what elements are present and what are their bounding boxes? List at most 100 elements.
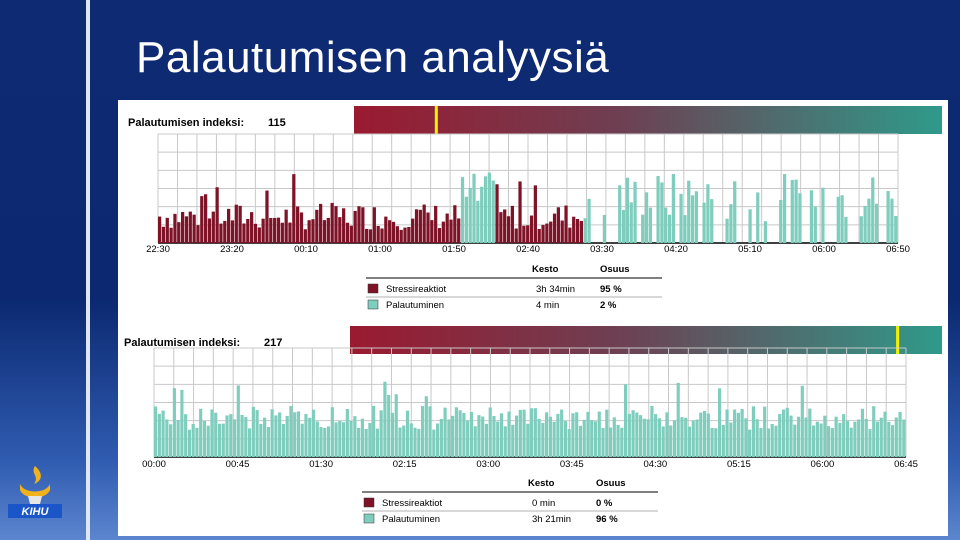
bar [345,409,349,457]
bar [499,413,504,457]
logo-text: KIHU [22,506,50,518]
bar [368,229,373,243]
legend-share: 2 % [600,300,617,311]
bar [248,428,252,457]
bar [246,218,250,243]
bar [798,193,802,243]
bar [844,216,848,243]
legend-duration: 0 min [532,498,555,509]
bar [330,202,334,243]
legend-name: Palautuminen [382,514,440,525]
bar [173,213,177,243]
bar [349,225,353,243]
bar [533,408,537,457]
bar [464,196,468,243]
bar [300,423,304,457]
bar [641,214,645,243]
bar [821,187,825,243]
bar [560,220,564,243]
bar [883,411,887,457]
index-marker [896,326,900,354]
bar [796,416,801,457]
bar [289,405,293,457]
bar [867,198,871,243]
bar [593,421,598,457]
bar [823,415,827,457]
bar [360,418,364,457]
index-gradient-bar [350,326,942,354]
bar [778,413,782,457]
bar [477,415,481,457]
bar [217,423,222,457]
bar [422,204,426,243]
bar [372,207,376,243]
bar [261,218,265,243]
bar [514,415,519,457]
bar [303,229,307,243]
bar [902,419,906,457]
bar [827,426,831,457]
bar [639,415,643,457]
x-tick-label: 03:00 [476,459,500,470]
bar [353,416,357,457]
bar [842,414,846,457]
kihu-logo: KIHU [8,466,62,518]
x-tick-label: 05:15 [727,459,751,470]
bar [616,424,620,457]
x-tick-label: 04:30 [643,459,667,470]
bar [407,226,411,243]
bar [202,420,207,457]
left-stripe [86,0,90,540]
bar [721,424,725,457]
bar [215,187,219,243]
chart-panel: Palautumisen indeksi: 115 22:30 23:20 00:10 0… [118,100,948,536]
bar [804,417,808,457]
bar [872,406,876,457]
bar [195,427,199,457]
legend-duration: 3h 21min [532,514,571,525]
x-tick-label: 22:30 [146,244,170,255]
bar [311,219,315,243]
bar [661,426,665,457]
bar [518,409,522,457]
bar [414,209,419,243]
bar [657,418,661,457]
bar [380,228,384,243]
bar [390,412,395,457]
bar [345,222,350,243]
bar [280,222,284,243]
legend-swatch [367,283,379,294]
bar [672,420,677,457]
bar [420,406,425,457]
x-tick-label: 06:00 [811,459,835,470]
bar [679,193,683,243]
bar [748,209,752,243]
legend-duration: 4 min [536,300,559,311]
bar [206,425,210,457]
bar [449,219,453,243]
bar [487,172,491,243]
bar [853,421,857,457]
index-gradient-bar [354,106,942,134]
bar [319,427,323,457]
bar [375,428,379,457]
bar [296,411,301,457]
bar [319,203,323,243]
bar [269,217,273,243]
bar [552,421,556,457]
bar [284,209,288,243]
bar [635,412,639,457]
index-value: 115 [268,117,286,129]
bar [793,424,797,457]
bar [242,223,246,243]
bar [491,180,495,243]
bar [706,413,710,457]
bar [864,418,868,457]
bar [549,221,553,243]
bar [560,409,564,457]
bar [434,205,438,243]
bar [334,206,338,243]
bar [597,411,601,457]
bar [740,409,744,457]
bar [874,203,879,243]
